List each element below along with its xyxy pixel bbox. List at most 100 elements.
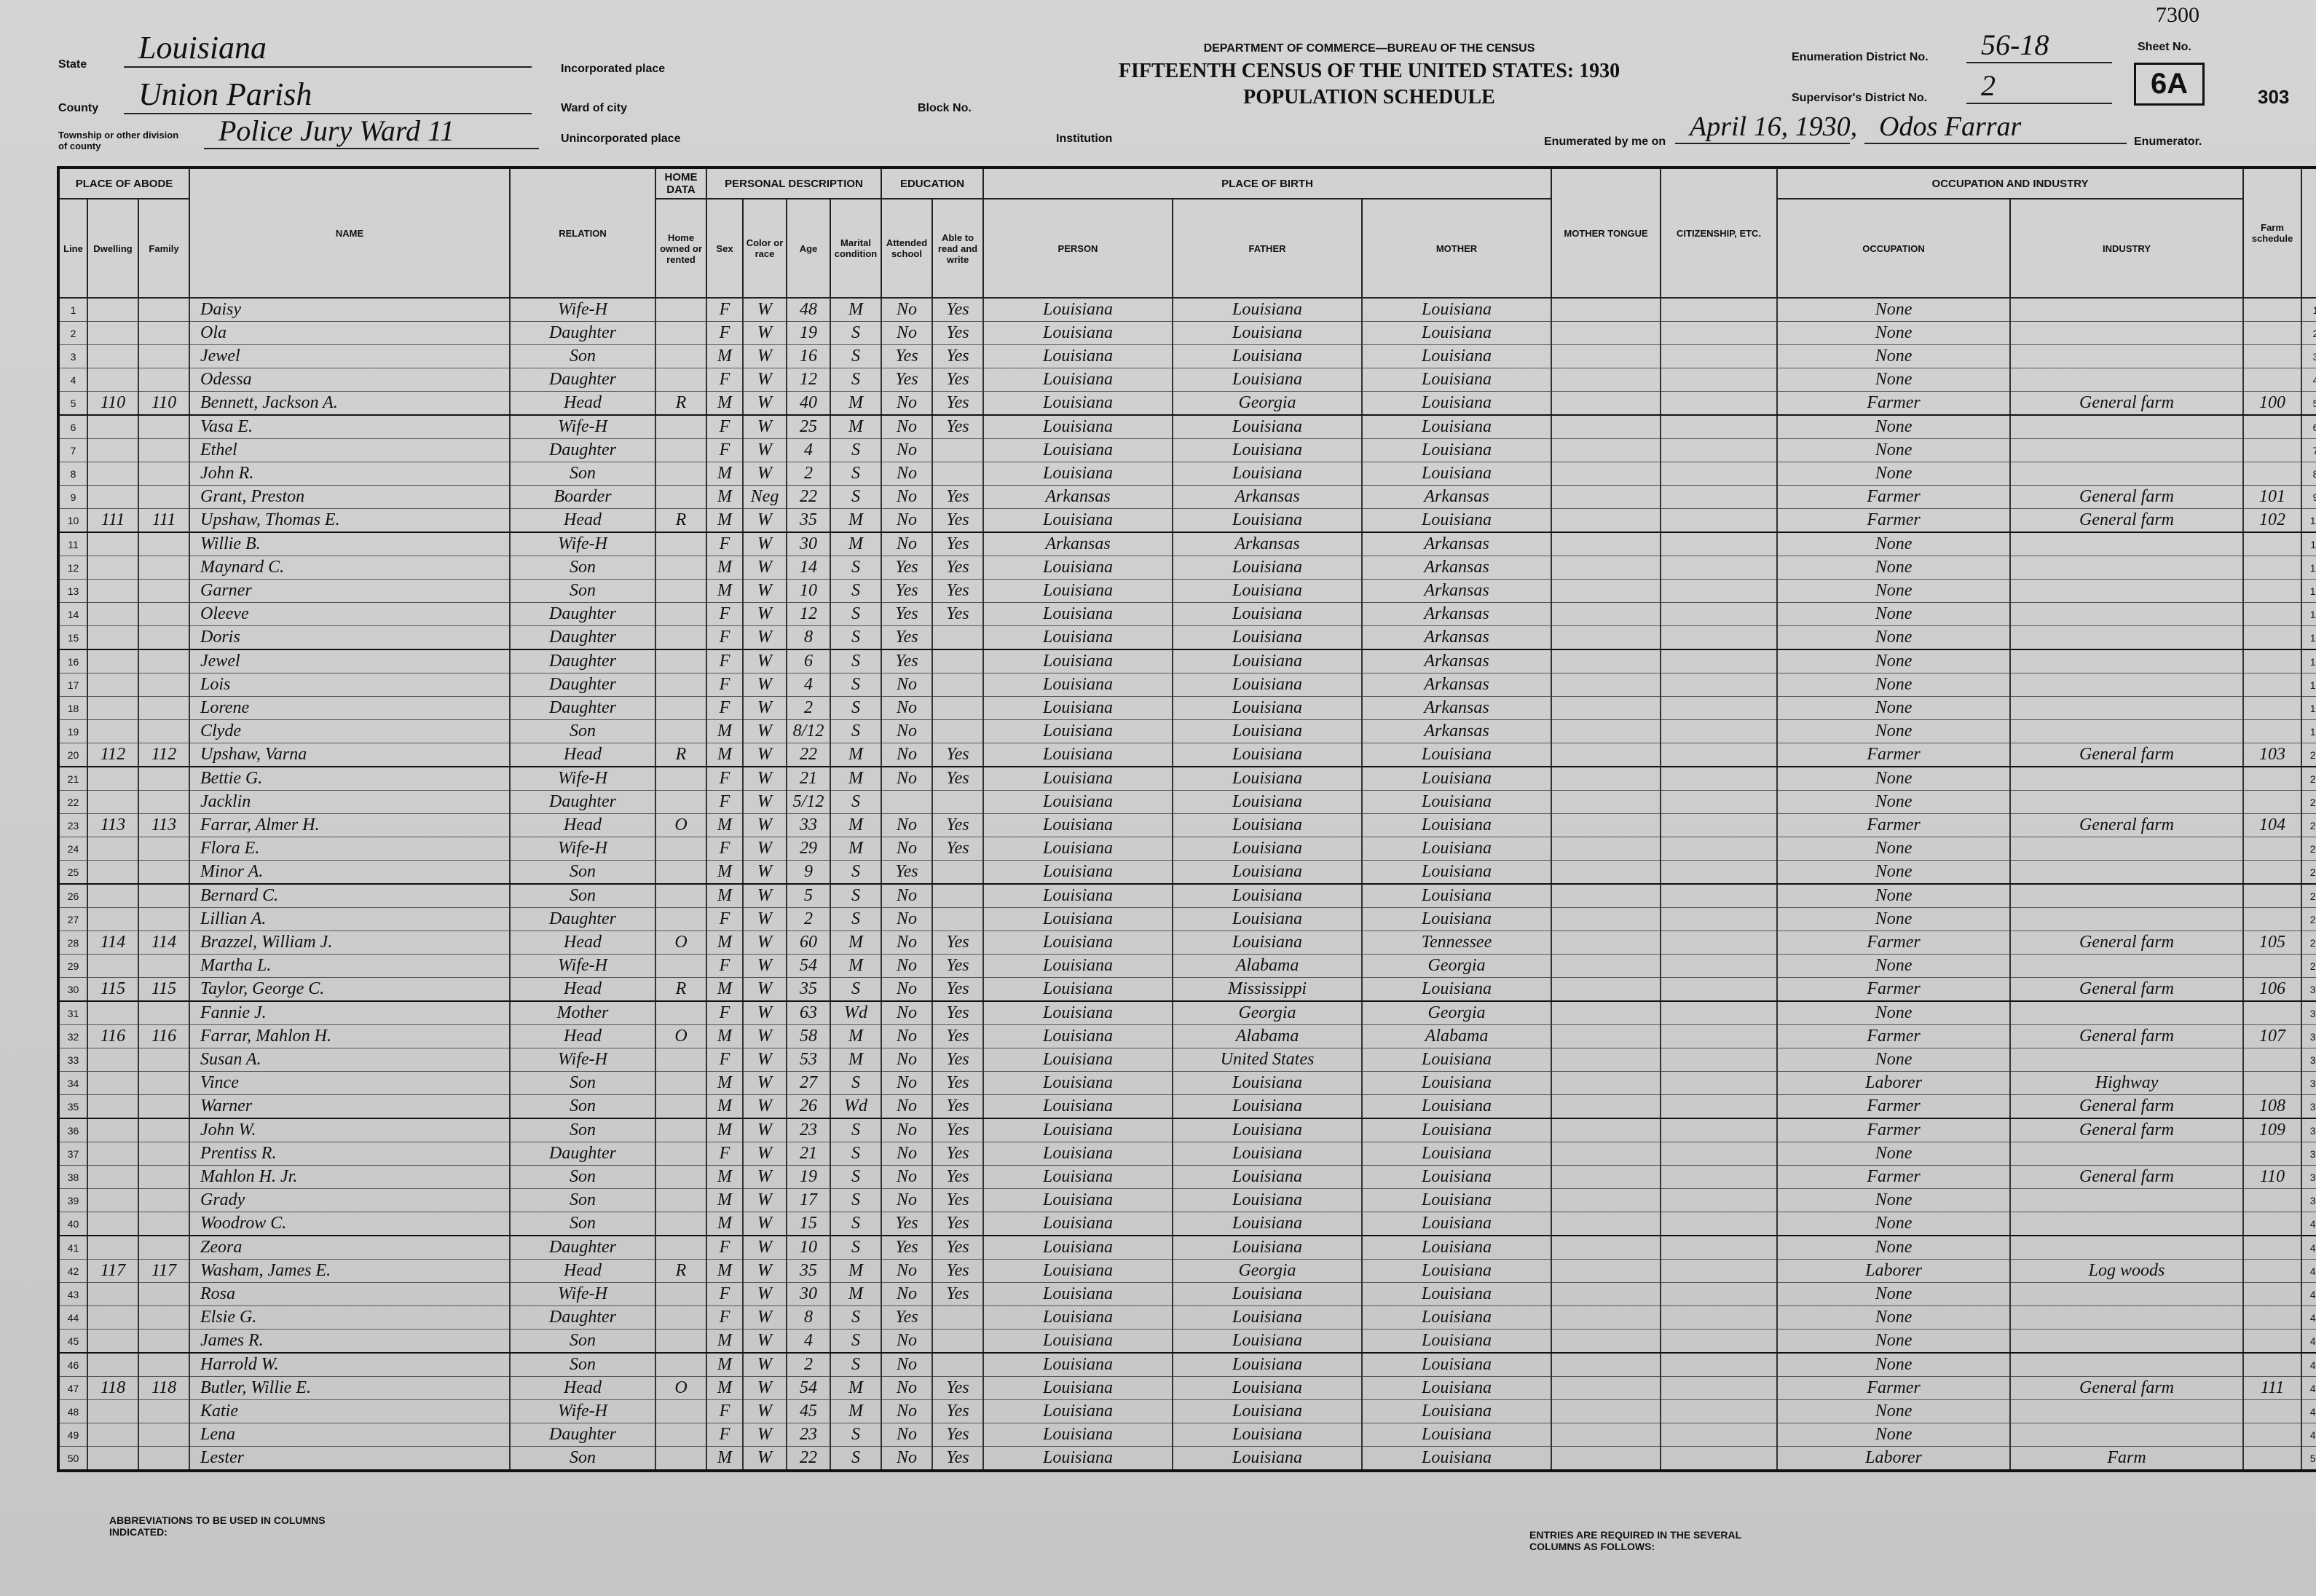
table-cell (2009, 1142, 2245, 1166)
column-header: Marital condition (830, 198, 882, 299)
table-cell (1660, 931, 1779, 955)
table-cell: Louisiana (1172, 767, 1363, 791)
table-cell: S (830, 368, 882, 392)
table-cell: None (1776, 696, 2012, 720)
table-cell: 4 (786, 1329, 831, 1354)
column-header: RELATION (509, 167, 656, 299)
table-cell: W (742, 649, 787, 673)
table-cell (87, 1094, 139, 1119)
table-cell (1551, 813, 1662, 837)
table-cell (138, 1399, 190, 1423)
table-cell (1660, 485, 1779, 509)
table-cell: 4 (786, 673, 831, 697)
table-cell: Daughter (509, 649, 656, 673)
table-cell: 38 (58, 1165, 88, 1189)
table-cell: Louisiana (1172, 1071, 1363, 1095)
table-cell: Louisiana (1172, 1423, 1363, 1447)
table-cell: F (706, 532, 744, 556)
table-cell: Louisiana (1172, 415, 1363, 439)
table-cell: None (1776, 649, 2012, 673)
table-cell (1551, 977, 1662, 1002)
table-cell: Son (509, 556, 656, 580)
table-cell: W (742, 415, 787, 439)
table-cell: General farm (2009, 931, 2245, 955)
table-row: 15 Doris Daughter F W 8 S Yes Louisiana Louisiana… (58, 625, 2316, 650)
table-cell (1660, 415, 1779, 439)
table-cell: 35 (786, 977, 831, 1002)
table-cell (87, 673, 139, 697)
table-cell: Louisiana (1360, 1212, 1553, 1236)
table-cell: 4 (786, 438, 831, 462)
table-cell: Head (509, 391, 656, 416)
table-cell (931, 1353, 984, 1377)
table-cell: W (742, 790, 787, 814)
table-cell: 50 (58, 1446, 88, 1471)
table-cell: Son (509, 1118, 656, 1142)
table-cell: 105 (2242, 931, 2303, 955)
table-cell: Louisiana (1360, 1353, 1553, 1377)
table-cell: M (830, 1048, 882, 1072)
table-cell: W (742, 1446, 787, 1471)
group-header: EDUCATION (881, 167, 984, 200)
table-cell: Wife-H (509, 415, 656, 439)
table-cell: Arkansas (1172, 532, 1363, 556)
table-cell: Son (509, 1188, 656, 1212)
table-cell: Louisiana (982, 907, 1173, 931)
label: Block No. (918, 102, 972, 114)
table-cell: 111 (2242, 1376, 2303, 1400)
table-cell: S (830, 1423, 882, 1447)
table-cell: John W. (189, 1118, 511, 1142)
table-cell (655, 1094, 707, 1119)
table-cell: M (706, 1212, 744, 1236)
table-cell: General farm (2009, 1165, 2245, 1189)
table-cell: Lorene (189, 696, 511, 720)
table-cell: 39 (58, 1188, 88, 1212)
table-cell (931, 696, 984, 720)
table-cell (1660, 884, 1779, 908)
table-cell (1660, 1071, 1779, 1095)
table-cell: Head (509, 508, 656, 533)
table-cell: Louisiana (1360, 884, 1553, 908)
table-row: 13 Garner Son M W 10 S Yes Yes Louisiana Louisiana… (58, 579, 2316, 603)
table-cell: Louisiana (1172, 790, 1363, 814)
table-cell: F (706, 415, 744, 439)
table-cell: Louisiana (1360, 790, 1553, 814)
column-header: Family (138, 198, 190, 299)
table-cell: None (1776, 1188, 2012, 1212)
table-cell: No (881, 1094, 933, 1119)
department: DEPARTMENT OF COMMERCE—BUREAU OF THE CEN… (1203, 42, 1535, 55)
table-cell: W (742, 977, 787, 1002)
table-row: 39 Grady Son M W 17 S No Yes Louisiana Louisiana Lo… (58, 1188, 2316, 1212)
table-cell (931, 673, 984, 697)
table-cell (1551, 1305, 1662, 1330)
table-cell: Daughter (509, 1236, 656, 1260)
table-cell (655, 673, 707, 697)
table-cell: S (830, 579, 882, 603)
table-cell: None (1776, 415, 2012, 439)
table-cell: Louisiana (982, 673, 1173, 697)
table-cell: 44 (2301, 1305, 2316, 1330)
table-cell: 63 (786, 1001, 831, 1025)
table-cell: No (881, 767, 933, 791)
table-cell (1660, 673, 1779, 697)
table-cell: Neg (742, 485, 787, 509)
table-cell (1660, 954, 1779, 978)
group-header: PERSONAL DESCRIPTION (706, 167, 882, 200)
table-cell (655, 556, 707, 580)
table-cell (138, 1165, 190, 1189)
table-cell (1551, 1399, 1662, 1423)
table-cell: Brazzel, William J. (189, 931, 511, 955)
table-cell: M (830, 298, 882, 322)
table-cell: None (1776, 719, 2012, 743)
table-cell (87, 1446, 139, 1471)
table-cell (2242, 1399, 2303, 1423)
table-cell: O (655, 931, 707, 955)
table-cell: 23 (786, 1423, 831, 1447)
table-cell: M (830, 415, 882, 439)
table-cell: 104 (2242, 813, 2303, 837)
table-cell: 9 (58, 485, 88, 509)
table-cell: Rosa (189, 1282, 511, 1306)
table-cell (2242, 1446, 2303, 1471)
table-cell: General farm (2009, 1024, 2245, 1048)
table-cell: Arkansas (1360, 649, 1553, 673)
